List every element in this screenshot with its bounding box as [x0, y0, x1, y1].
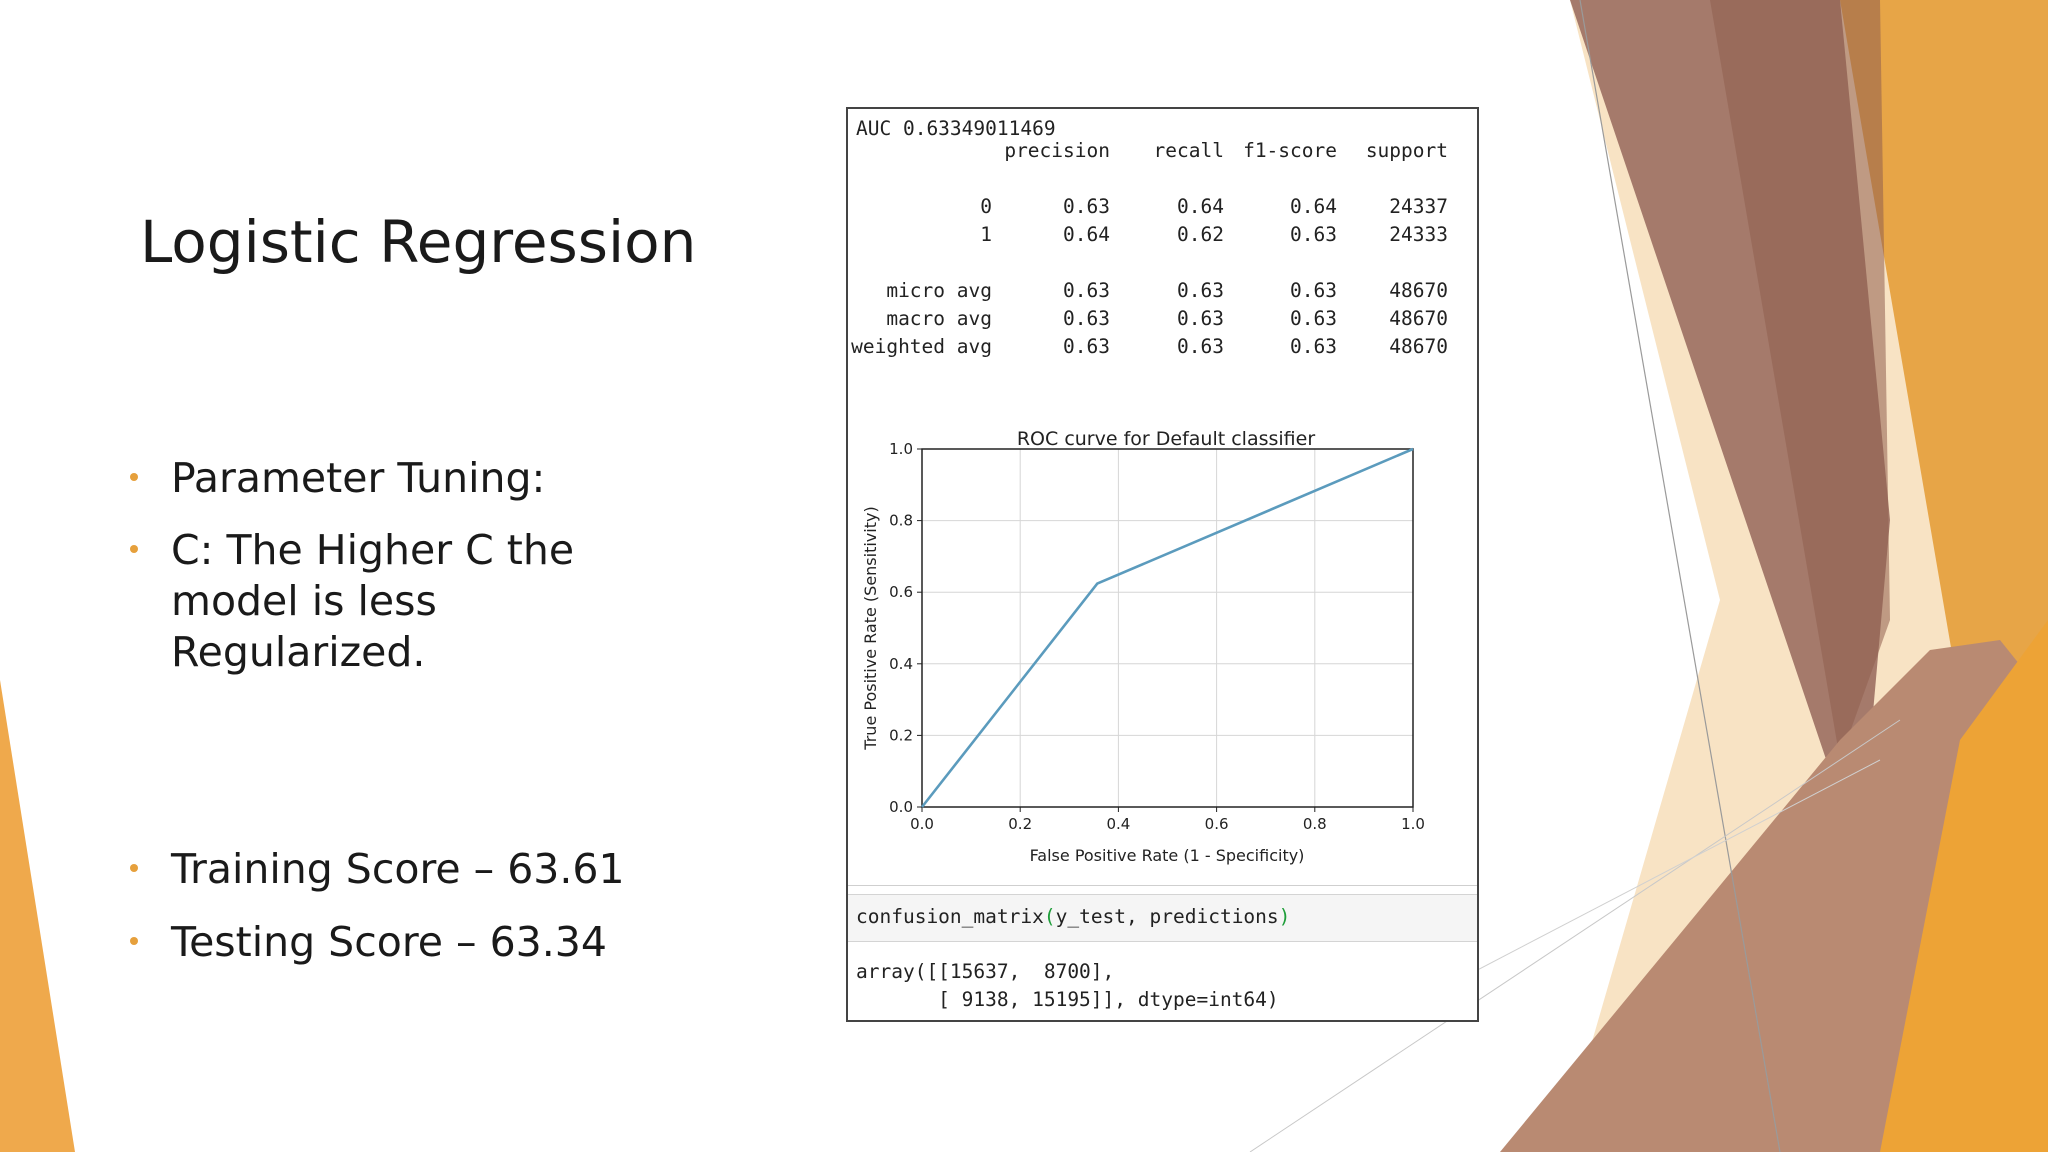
report-cell: 0.64	[1290, 195, 1337, 218]
decor-line	[1419, 759, 1881, 1001]
report-cell: 48670	[1389, 279, 1448, 302]
report-cell: 48670	[1389, 335, 1448, 358]
slide-title: Logistic Regression	[140, 208, 697, 276]
bullet-text: Testing Score – 63.34	[171, 918, 607, 966]
auc-line: AUC 0.63349011469	[856, 117, 1056, 140]
bullet-text: Parameter Tuning:	[171, 454, 546, 502]
report-header-cell: f1-score	[1243, 139, 1337, 162]
report-cell: 24333	[1389, 223, 1448, 246]
code-cell[interactable]: confusion_matrix(y_test, predictions)	[848, 894, 1477, 942]
chart-grid	[921, 448, 1414, 808]
report-cell: 0.64	[1177, 195, 1224, 218]
y-tick-label: 0.4	[889, 655, 913, 673]
x-tick-label: 0.0	[910, 815, 934, 833]
report-cell: 48670	[1389, 307, 1448, 330]
code-function: confusion_matrix	[856, 905, 1044, 928]
bullet-dot-icon	[130, 473, 138, 481]
y-tick-label: 1.0	[889, 440, 913, 458]
report-cell: 0.63	[1290, 335, 1337, 358]
report-header-cell: precision	[1004, 139, 1110, 162]
output-line: [ 9138, 15195]], dtype=int64)	[856, 988, 1279, 1011]
bullet-dot-icon	[130, 937, 138, 945]
right-decor-brown	[1710, 0, 1890, 760]
report-row-label: micro avg	[886, 279, 992, 302]
code-paren: (	[1043, 905, 1056, 928]
roc-chart: ROC curve for Default classifier 0.0 0.2 0…	[861, 428, 1425, 865]
x-tick-label: 0.2	[1008, 815, 1032, 833]
report-cell: 0.63	[1063, 279, 1110, 302]
report-cell: 0.63	[1063, 195, 1110, 218]
y-tick-label: 0.0	[889, 798, 913, 816]
bullet-dot-icon	[130, 864, 138, 872]
x-tick-label: 0.4	[1106, 815, 1130, 833]
report-cell: 0.63	[1063, 335, 1110, 358]
report-row-label: 0	[980, 195, 992, 218]
x-tick-label: 0.8	[1303, 815, 1327, 833]
report-row-label: 1	[980, 223, 992, 246]
y-tick-label: 0.8	[889, 512, 913, 530]
code-args: y_test, predictions	[1055, 905, 1279, 928]
report-cell: 0.63	[1177, 279, 1224, 302]
bullet-text: C: The Higher C the model is less Regula…	[171, 526, 575, 676]
report-cell: 0.63	[1177, 335, 1224, 358]
report-cell: 0.63	[1290, 279, 1337, 302]
y-tick-label: 0.2	[889, 726, 913, 744]
output-line: array([[15637, 8700],	[856, 960, 1115, 983]
bullet-dot-icon	[130, 545, 138, 553]
notebook-screenshot: AUC 0.63349011469 precision recall f1-scor…	[846, 107, 1479, 1022]
bullet-text: Training Score – 63.61	[171, 845, 625, 893]
right-decor-lower-orange	[1880, 620, 2048, 1152]
report-cell: 0.64	[1063, 223, 1110, 246]
roc-series-line	[920, 447, 1414, 808]
cell-divider	[848, 885, 1477, 886]
y-tick-label: 0.6	[889, 583, 913, 601]
report-header-cell: recall	[1153, 139, 1224, 162]
code-line: confusion_matrix(y_test, predictions)	[856, 905, 1290, 928]
report-cell: 0.63	[1177, 307, 1224, 330]
plot-frame	[921, 448, 1414, 808]
chart-title: ROC curve for Default classifier	[1017, 428, 1315, 450]
x-axis-label: False Positive Rate (1 - Specificity)	[1030, 846, 1305, 865]
decor-line	[1249, 719, 1901, 1152]
chart-ticks: 0.0 0.2 0.4 0.6 0.8 1.0 0.0 0.2 0.4 0.6 0.8 1.0	[889, 440, 1425, 833]
report-cell: 0.62	[1177, 223, 1224, 246]
left-decor-orange	[0, 680, 75, 1152]
x-tick-label: 0.6	[1205, 815, 1229, 833]
x-tick-label: 1.0	[1401, 815, 1425, 833]
report-cell: 24337	[1389, 195, 1448, 218]
code-paren: )	[1278, 905, 1291, 928]
y-axis-label: True Positive Rate (Sensitivity)	[861, 506, 880, 750]
report-cell: 0.63	[1290, 223, 1337, 246]
report-cell: 0.63	[1063, 307, 1110, 330]
report-row-label: macro avg	[886, 307, 992, 330]
decor-line	[1579, 0, 1781, 1152]
report-header-cell: support	[1365, 139, 1448, 162]
report-cell: 0.63	[1290, 307, 1337, 330]
report-row-label: weighted avg	[851, 335, 992, 358]
